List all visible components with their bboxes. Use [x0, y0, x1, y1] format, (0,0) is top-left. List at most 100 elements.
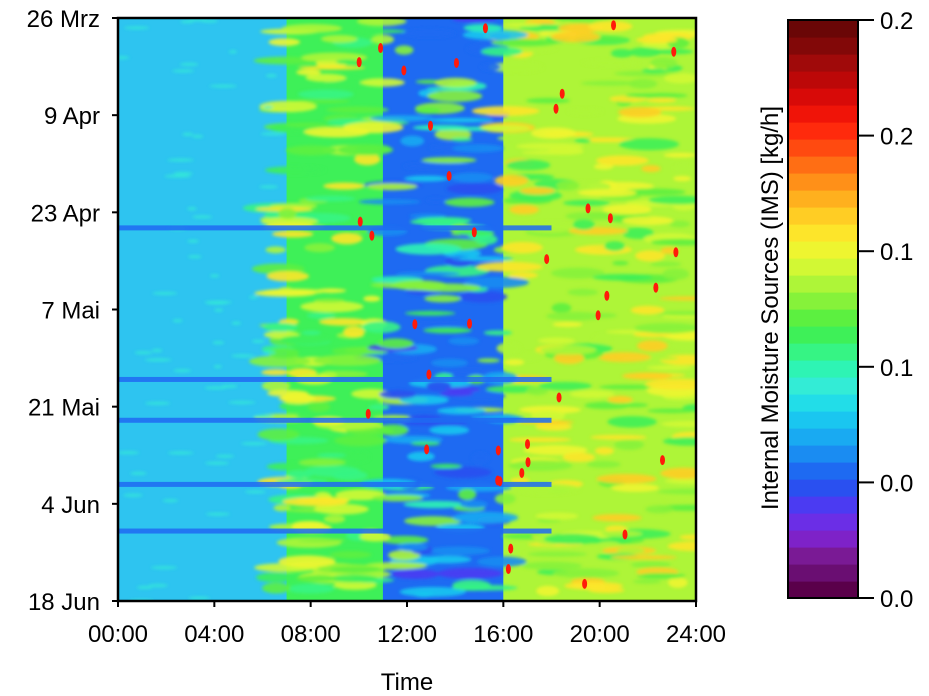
- heat-cell: [182, 132, 194, 136]
- heat-peak: [356, 57, 362, 68]
- heat-cell: [458, 256, 514, 261]
- heat-cell: [494, 493, 516, 505]
- heat-cell: [577, 189, 637, 197]
- colorbar-segment: [788, 190, 858, 208]
- heat-cell: [434, 466, 492, 478]
- x-tick-label: 20:00: [570, 621, 630, 648]
- heat-cell: [254, 289, 317, 297]
- heat-cell: [590, 434, 647, 440]
- heat-cell: [244, 490, 266, 494]
- heat-cell: [624, 92, 688, 99]
- heat-cell: [124, 26, 150, 30]
- heat-cell: [395, 243, 462, 255]
- heat-cell: [620, 188, 686, 196]
- heat-cell: [509, 204, 539, 215]
- heat-cell: [204, 386, 227, 390]
- heat-cell: [553, 352, 585, 365]
- heat-cell: [260, 132, 286, 136]
- heat-cell: [285, 145, 337, 156]
- heat-cell: [679, 534, 696, 540]
- heat-cell: [368, 404, 390, 411]
- heat-peak: [508, 543, 514, 554]
- heat-cell: [497, 135, 548, 142]
- heat-cell: [550, 31, 601, 43]
- heat-cell: [645, 378, 696, 390]
- heat-cell: [518, 352, 540, 361]
- heat-cell: [266, 462, 309, 471]
- heat-cell: [636, 340, 668, 352]
- heat-cell: [144, 401, 171, 405]
- heat-cell: [628, 78, 658, 89]
- colorbar-tick-label: 0.0: [880, 470, 913, 497]
- heat-cell: [525, 97, 571, 104]
- colorbar-segment: [788, 394, 858, 412]
- heat-cell: [301, 330, 321, 336]
- heat-cell: [364, 562, 427, 570]
- heat-cell: [434, 128, 472, 141]
- heat-cell: [213, 365, 222, 369]
- heat-peak: [369, 230, 375, 241]
- heat-cell: [612, 260, 629, 266]
- heat-cell: [403, 500, 468, 509]
- x-tick-label: 16:00: [473, 621, 533, 648]
- heat-cell: [481, 124, 531, 132]
- heat-cell: [306, 312, 336, 319]
- heat-cell: [641, 68, 668, 74]
- x-axis-title: Time: [381, 669, 433, 696]
- heat-cell: [212, 341, 225, 345]
- heat-cell: [667, 541, 696, 552]
- heat-cell: [379, 390, 417, 399]
- heat-cell: [416, 283, 481, 292]
- heat-cell: [313, 298, 345, 303]
- heat-cell: [429, 117, 494, 123]
- heat-cell: [546, 311, 603, 321]
- heat-bands: [118, 225, 552, 534]
- heat-cell: [543, 533, 601, 545]
- heat-cell: [351, 388, 391, 399]
- heat-cell: [622, 372, 673, 380]
- heat-peak: [553, 103, 559, 114]
- heat-cell: [346, 451, 370, 463]
- heat-cell: [439, 390, 474, 397]
- heat-cell: [598, 352, 652, 363]
- heat-cell: [673, 163, 696, 173]
- heat-cell: [496, 342, 522, 354]
- heat-cell: [297, 538, 345, 543]
- heat-cell: [167, 451, 194, 455]
- heat-cell: [285, 470, 314, 479]
- heat-cell: [268, 347, 300, 359]
- heat-band: [118, 481, 552, 487]
- heat-peak: [611, 20, 617, 31]
- heat-peak: [525, 457, 531, 468]
- heat-cell: [673, 175, 692, 182]
- heat-cell: [430, 463, 462, 469]
- heat-cell: [430, 358, 468, 368]
- heat-cell: [360, 78, 405, 87]
- heat-band: [118, 376, 552, 382]
- heat-cell: [228, 400, 256, 404]
- heat-cell: [610, 555, 678, 560]
- heat-cell: [330, 566, 385, 573]
- heat-cell: [622, 216, 674, 226]
- colorbar-segment: [788, 71, 858, 89]
- heat-cell: [204, 300, 233, 304]
- heat-peak: [426, 369, 432, 380]
- heat-cell: [646, 97, 677, 103]
- heat-cell: [172, 69, 194, 73]
- heat-cell: [231, 321, 242, 325]
- heat-peak: [595, 310, 601, 321]
- heat-peak: [604, 290, 610, 301]
- heat-cell: [204, 461, 230, 465]
- heat-peak: [357, 216, 363, 227]
- heat-cell: [151, 349, 163, 353]
- heat-cell: [653, 310, 696, 316]
- colorbar-segment: [788, 547, 858, 565]
- heat-cell: [173, 171, 194, 175]
- heat-cell: [649, 261, 682, 267]
- heat-cell: [618, 138, 680, 151]
- heat-cell: [567, 108, 603, 115]
- heat-cell: [515, 142, 584, 150]
- heat-cell: [572, 219, 595, 231]
- heat-cell: [664, 477, 696, 485]
- heat-peak: [401, 65, 407, 76]
